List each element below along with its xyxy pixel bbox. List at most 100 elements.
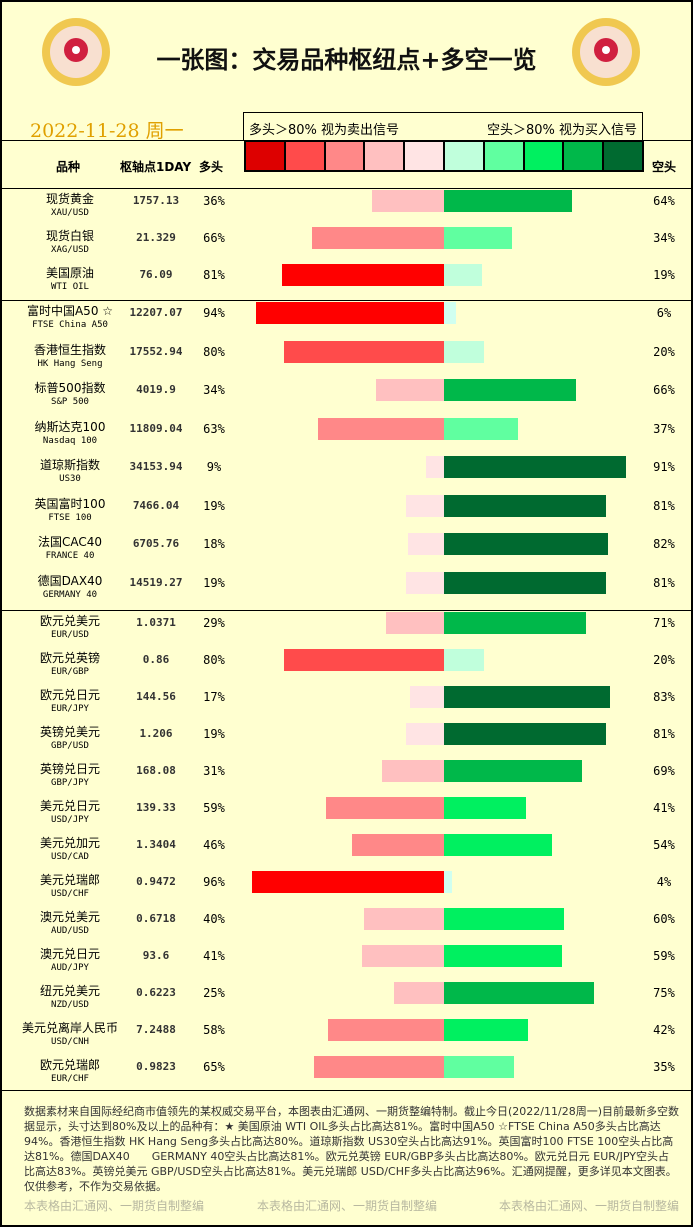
long-bar: [256, 302, 444, 324]
long-bar: [382, 760, 444, 782]
instrument-en: US30: [59, 474, 81, 484]
table-row: 富时中国A50 ☆ FTSE China A50 12207.07 94% 6%: [2, 302, 691, 338]
long-percent: 19%: [203, 498, 225, 513]
table-row: 德国DAX40 GERMANY 40 14519.27 19% 81%: [2, 571, 691, 608]
pivot-value: 34153.94: [129, 460, 183, 473]
instrument-en: USD/CNH: [51, 1037, 89, 1047]
instrument-cn: 道琼斯指数: [39, 458, 100, 472]
legend-color-cell: [484, 142, 525, 170]
instrument-name: 英镑兑美元 GBP/USD: [10, 725, 130, 753]
legend-color-cell: [246, 142, 286, 170]
legend-color-cell: [564, 142, 605, 170]
long-percent: 58%: [203, 1023, 225, 1037]
long-bar: [364, 908, 444, 930]
short-bar: [444, 417, 518, 440]
short-bar: [444, 264, 482, 286]
footer-text: 数据素材来自国际经纪商市值领先的某权威交易平台，本图表由汇通网、一期货整编特制。…: [24, 1105, 679, 1193]
short-percent: 71%: [653, 616, 675, 630]
instrument-en: HK Hang Seng: [37, 358, 103, 369]
pivot-value: 21.329: [136, 231, 176, 244]
table-row: 英镑兑美元 GBP/USD 1.206 19% 81%: [2, 723, 691, 759]
short-percent: 69%: [653, 764, 675, 778]
long-percent: 46%: [203, 838, 225, 852]
short-percent: 59%: [653, 949, 675, 963]
instrument-cn: 德国DAX40: [37, 573, 103, 588]
col-name: 品种: [56, 160, 81, 174]
instrument-cn: 欧元兑英镑: [39, 651, 100, 665]
long-percent: 31%: [203, 764, 225, 778]
instrument-en: S&P 500: [51, 397, 89, 407]
long-percent: 80%: [203, 653, 225, 667]
short-percent: 60%: [653, 912, 675, 926]
instrument-name: 英国富时100 FTSE 100: [10, 497, 130, 525]
long-bar: [376, 379, 444, 401]
long-percent: 59%: [203, 801, 225, 815]
pivot-value: 6705.76: [132, 537, 180, 550]
instrument-name: 美元兑日元 USD/JPY: [10, 799, 130, 827]
instrument-en: AUD/USD: [51, 926, 89, 936]
instrument-name: 美元兑加元 USD/CAD: [10, 836, 130, 864]
short-percent: 34%: [653, 231, 675, 245]
instrument-en: FRANCE 40: [45, 551, 95, 561]
pivot-value: 1757.13: [132, 194, 180, 207]
pivot-value: 4019.9: [136, 383, 176, 396]
pivot-value: 139.33: [136, 801, 176, 814]
pivot-value: 7466.04: [132, 498, 180, 512]
long-bar: [312, 227, 444, 249]
instrument-en: GBP/USD: [51, 741, 89, 751]
short-percent: 20%: [653, 653, 675, 667]
table-row: 美元兑离岸人民币 USD/CNH 7.2488 58% 42%: [2, 1019, 691, 1055]
long-bar: [386, 612, 444, 634]
long-percent: 17%: [203, 690, 225, 704]
instrument-cn: 富时中国A50 ☆: [26, 304, 114, 318]
pivot-value: 0.9823: [136, 1060, 176, 1073]
instrument-name: 欧元兑瑞郎 EUR/CHF: [10, 1058, 130, 1086]
instrument-name: 澳元兑美元 AUD/USD: [10, 910, 130, 938]
short-percent: 81%: [653, 575, 675, 590]
short-percent: 41%: [653, 801, 675, 815]
short-percent: 91%: [653, 460, 675, 474]
long-bar: [394, 982, 444, 1004]
table-row: 法国CAC40 FRANCE 40 6705.76 18% 82%: [2, 533, 691, 569]
short-bar: [444, 302, 456, 324]
col-pivot: 枢轴点1DAY: [120, 160, 192, 174]
table-row: 纳斯达克100 Nasdaq 100 11809.04 63% 37%: [2, 417, 691, 454]
instrument-name: 富时中国A50 ☆ FTSE China A50: [10, 304, 130, 332]
long-percent: 40%: [203, 912, 225, 926]
short-bar: [444, 797, 526, 819]
short-bar: [444, 686, 610, 708]
long-percent: 9%: [206, 460, 222, 474]
legend-color-cell: [524, 142, 565, 170]
short-percent: 20%: [653, 344, 675, 359]
pivot-value: 93.6: [142, 949, 170, 962]
legend-color-scale: [244, 141, 644, 172]
instrument-cn: 欧元兑美元: [39, 614, 100, 628]
short-percent: 35%: [653, 1060, 675, 1074]
instrument-cn: 澳元兑日元: [39, 947, 100, 961]
table-row: 美元兑日元 USD/JPY 139.33 59% 41%: [2, 797, 691, 833]
pivot-value: 11809.04: [129, 421, 183, 435]
long-percent: 25%: [203, 986, 225, 1000]
short-percent: 6%: [656, 306, 672, 320]
long-bar: [314, 1056, 444, 1078]
short-percent: 81%: [653, 498, 675, 513]
legend-color-cell: [405, 142, 445, 170]
table-row: 澳元兑日元 AUD/JPY 93.6 41% 59%: [2, 945, 691, 981]
table-row: 道琼斯指数 US30 34153.94 9% 91%: [2, 456, 691, 492]
short-bar: [444, 533, 608, 555]
short-bar: [444, 571, 606, 594]
table-row: 欧元兑美元 EUR/USD 1.0371 29% 71%: [2, 612, 691, 648]
instrument-name: 美国原油 WTI OIL: [10, 266, 130, 294]
divider: [2, 188, 691, 189]
short-percent: 81%: [653, 727, 675, 741]
long-percent: 36%: [203, 194, 225, 208]
short-bar: [444, 834, 552, 856]
short-bar: [444, 494, 606, 517]
table-row: 英国富时100 FTSE 100 7466.04 19% 81%: [2, 494, 691, 531]
pivot-value: 14519.27: [129, 575, 183, 589]
instrument-en: FTSE 100: [48, 512, 92, 523]
pivot-value: 168.08: [136, 764, 176, 777]
table-row: 英镑兑日元 GBP/JPY 168.08 31% 69%: [2, 760, 691, 796]
instrument-cn: 英镑兑日元: [39, 762, 100, 776]
short-bar: [444, 723, 606, 745]
